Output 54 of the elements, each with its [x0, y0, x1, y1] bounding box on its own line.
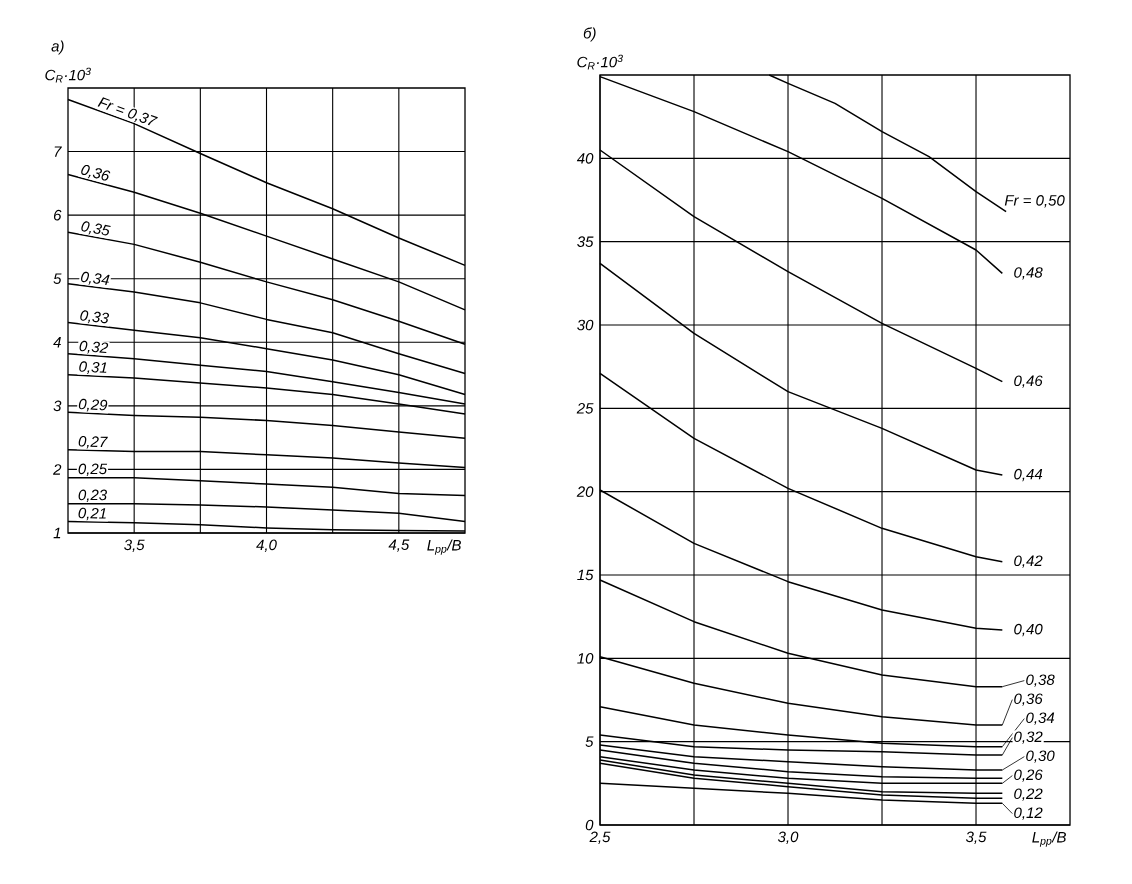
text: 0,36	[81, 164, 111, 181]
legend-label: 0,26	[1014, 769, 1043, 782]
series-label: 0,29	[78, 398, 108, 412]
y-tick-label: 4	[53, 337, 61, 348]
y-tick-label: 30	[577, 319, 594, 331]
y-tick-label: 2	[53, 464, 62, 475]
x-tick-label: 4,5	[388, 539, 410, 552]
x-tick-label: 3,5	[124, 539, 145, 552]
series-label: 0,32	[79, 340, 109, 354]
y-tick-label: 7	[54, 146, 62, 157]
y-tick-label: 10	[577, 653, 594, 664]
y-tick-label: 40	[576, 153, 594, 164]
legend-label: 0,30	[1026, 750, 1055, 763]
x-tick-label: 3,0	[777, 831, 799, 844]
y-tick-label: 15	[577, 569, 594, 581]
legend-label: 0,38	[1026, 674, 1055, 687]
text: 0,35	[81, 221, 111, 236]
series-label: 0,21	[78, 507, 106, 521]
text: 0,33	[80, 310, 110, 324]
x-axis-title: L$_{pp}$/B	[427, 539, 461, 555]
series-label: 0,36	[1014, 693, 1043, 706]
series-label: 0,25	[78, 463, 108, 476]
y-tick-label: 3	[53, 400, 62, 412]
series-label: 0,40	[1014, 623, 1043, 637]
y-tick-label: 25	[576, 403, 594, 414]
series-label: 0,31	[79, 361, 107, 374]
text: 0,34	[1026, 712, 1055, 725]
series-label: Fr = 0,50	[1004, 195, 1065, 208]
series-label: 0,22	[1014, 788, 1043, 801]
y-tick-label: 5	[585, 736, 594, 747]
series-label: 0,48	[1014, 267, 1043, 280]
series-label: 0,46	[1014, 375, 1043, 388]
x-axis-title: L$_{pp}$/B	[1032, 831, 1066, 847]
legend-label: 0,32	[1014, 731, 1043, 744]
legend-label: 0,12	[1014, 807, 1043, 820]
y-tick-label: 5	[53, 273, 62, 284]
x-tick-label: 4,0	[256, 539, 277, 552]
chart-title: а)	[51, 40, 64, 55]
text: 0,34	[81, 271, 110, 285]
y-axis-title: C$_{R}$·10$^{3}$	[577, 54, 623, 70]
y-tick-label: 1	[53, 527, 61, 539]
chart-title: б)	[583, 27, 596, 42]
series-label: 0,42	[1014, 555, 1043, 568]
y-axis-title: C$_{R}$·10$^{3}$	[45, 67, 91, 83]
series-label: 0,44	[1014, 468, 1043, 482]
series-label: 0,23	[78, 489, 107, 502]
y-tick-label: 20	[576, 486, 594, 497]
y-tick-label: 0	[585, 819, 594, 831]
y-tick-label: 35	[577, 236, 594, 247]
text: Fr = 0,37	[97, 97, 158, 126]
x-tick-label: 3,5	[965, 831, 987, 844]
y-tick-label: 6	[53, 209, 62, 221]
series-label: 0,27	[78, 436, 108, 449]
x-tick-label: 2,5	[589, 831, 611, 844]
